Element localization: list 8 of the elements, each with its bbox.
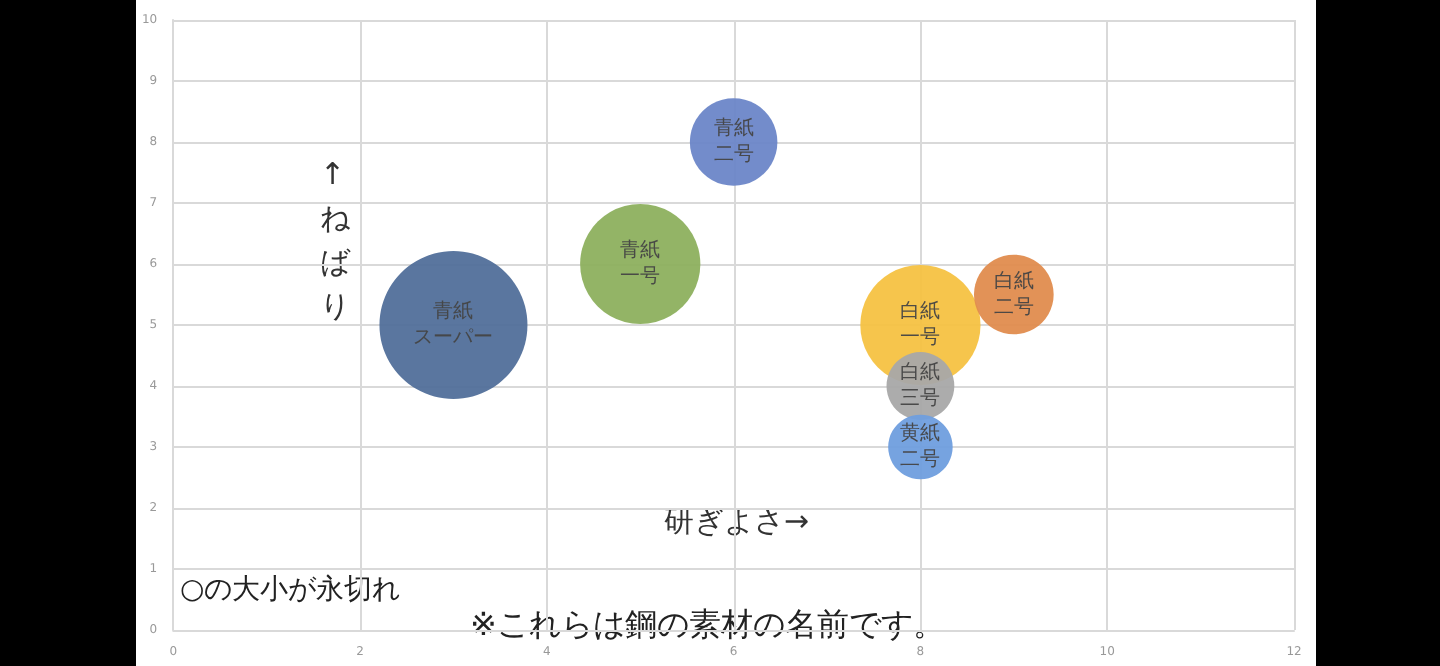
- series-label: 黄紙二号: [900, 421, 941, 471]
- series-label: 白紙三号: [900, 360, 941, 410]
- y-axis-title: ↑ねばり: [320, 156, 352, 324]
- series-label: 白紙二号: [993, 268, 1034, 319]
- series-label: 白紙一号: [900, 299, 941, 349]
- series-label: 青紙二号: [713, 116, 754, 166]
- series-label: 青紙スーパー: [413, 299, 494, 349]
- series-label: 青紙一号: [620, 238, 661, 288]
